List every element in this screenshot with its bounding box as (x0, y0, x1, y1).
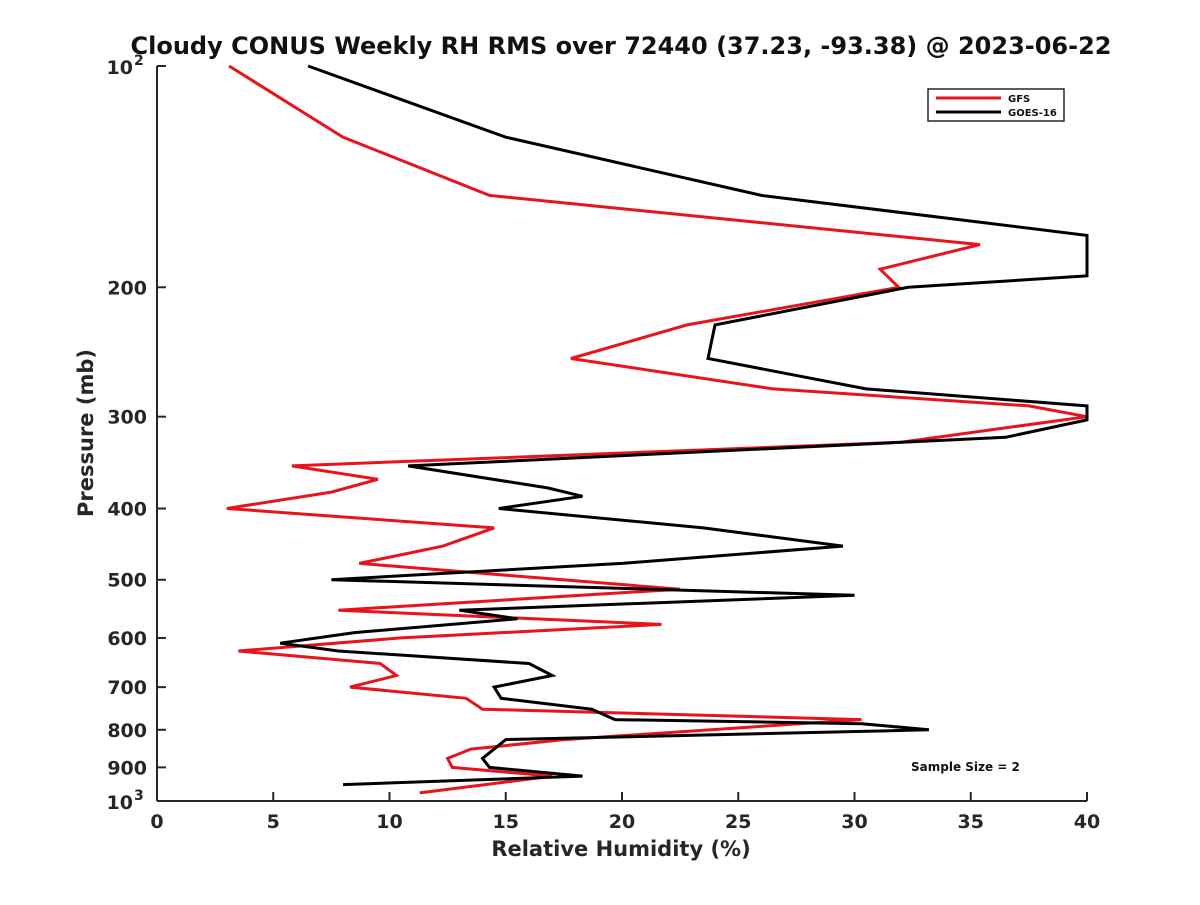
series-layer (226, 64, 1089, 795)
y-tick-label: 300 (107, 407, 147, 429)
y-axis-label: Pressure (mb) (74, 349, 98, 517)
y-tick-label: 800 (107, 720, 147, 742)
x-tick-label: 15 (493, 811, 519, 833)
y-tick-label-exponent: 2 (134, 53, 144, 69)
y-tick-label: 500 (107, 570, 147, 592)
legend: GFS GOES-16 (927, 88, 1065, 122)
legend-items: GFS GOES-16 (936, 94, 1057, 119)
x-axis-label: Relative Humidity (%) (491, 837, 750, 861)
plot-area: 0 5 10 15 20 25 30 35 40 10 220030040050060070080… (107, 53, 1101, 833)
y-tick-label: 10 (107, 792, 133, 814)
y-tick-label: 600 (107, 628, 147, 650)
legend-box (927, 88, 1065, 122)
y-tick-label: 400 (107, 499, 147, 521)
y-tick-label: 10 (107, 57, 133, 79)
legend-label: GFS (1008, 94, 1030, 105)
y-tick-label-exponent: 3 (134, 788, 144, 804)
x-axis-ticks: 0 5 10 15 20 25 30 35 40 (150, 792, 1100, 833)
x-tick-label: 0 (150, 811, 163, 833)
x-tick-label: 5 (267, 811, 280, 833)
x-tick-label: 25 (725, 811, 751, 833)
x-tick-label: 30 (841, 811, 867, 833)
sample-size-annotation: Sample Size = 2 (911, 760, 1020, 774)
y-tick-label: 200 (107, 277, 147, 299)
y-tick-label: 900 (107, 757, 147, 779)
series-line-goes-16 (279, 64, 1089, 787)
x-tick-label: 40 (1074, 811, 1100, 833)
x-tick-label: 10 (376, 811, 402, 833)
chart-title: Cloudy CONUS Weekly RH RMS over 72440 (3… (131, 32, 1112, 60)
x-tick-label: 35 (958, 811, 984, 833)
x-tick-label: 20 (609, 811, 635, 833)
y-tick-label: 700 (107, 677, 147, 699)
legend-label: GOES-16 (1008, 108, 1057, 119)
